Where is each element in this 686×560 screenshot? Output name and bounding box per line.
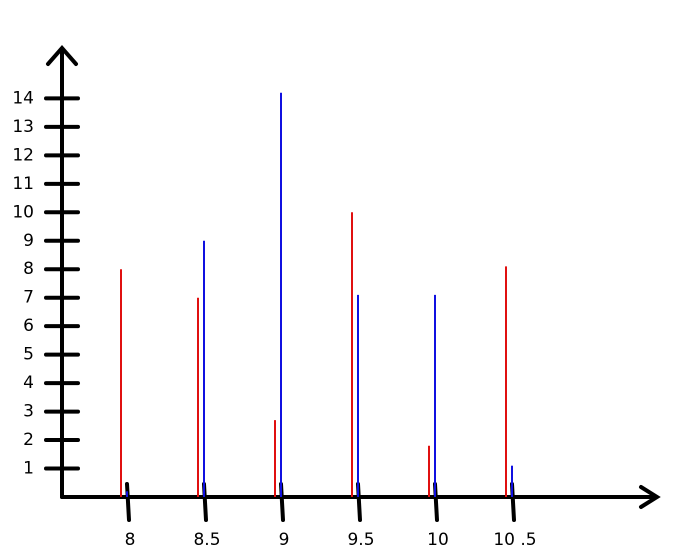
y-tick-label: 14 bbox=[12, 88, 34, 108]
y-tick-label: 4 bbox=[23, 373, 34, 393]
y-tick-label: 3 bbox=[23, 402, 34, 422]
y-axis-arrow bbox=[46, 44, 78, 66]
y-tick-label: 10 bbox=[12, 202, 34, 222]
y-tick-label: 12 bbox=[12, 145, 34, 165]
y-tick-label: 1 bbox=[23, 459, 34, 479]
x-tick-label: 8.5 bbox=[193, 530, 220, 550]
x-tick-label: 9.5 bbox=[347, 530, 374, 550]
y-tick-label: 8 bbox=[23, 259, 34, 279]
y-tick-label: 7 bbox=[23, 288, 34, 308]
x-tick-label: 10 bbox=[427, 530, 449, 550]
x-axis-arrow bbox=[639, 485, 661, 509]
x-tick-label: 9 bbox=[279, 530, 290, 550]
x-tick-label: 10 .5 bbox=[493, 530, 536, 550]
y-tick-label: 5 bbox=[23, 345, 34, 365]
x-tick bbox=[125, 482, 131, 522]
x-tick-label: 8 bbox=[125, 530, 136, 550]
y-tick-label: 6 bbox=[23, 316, 34, 336]
y-tick-label: 2 bbox=[23, 430, 34, 450]
y-tick-label: 9 bbox=[23, 231, 34, 251]
y-tick-label: 13 bbox=[12, 117, 34, 137]
y-tick-label: 11 bbox=[12, 174, 34, 194]
